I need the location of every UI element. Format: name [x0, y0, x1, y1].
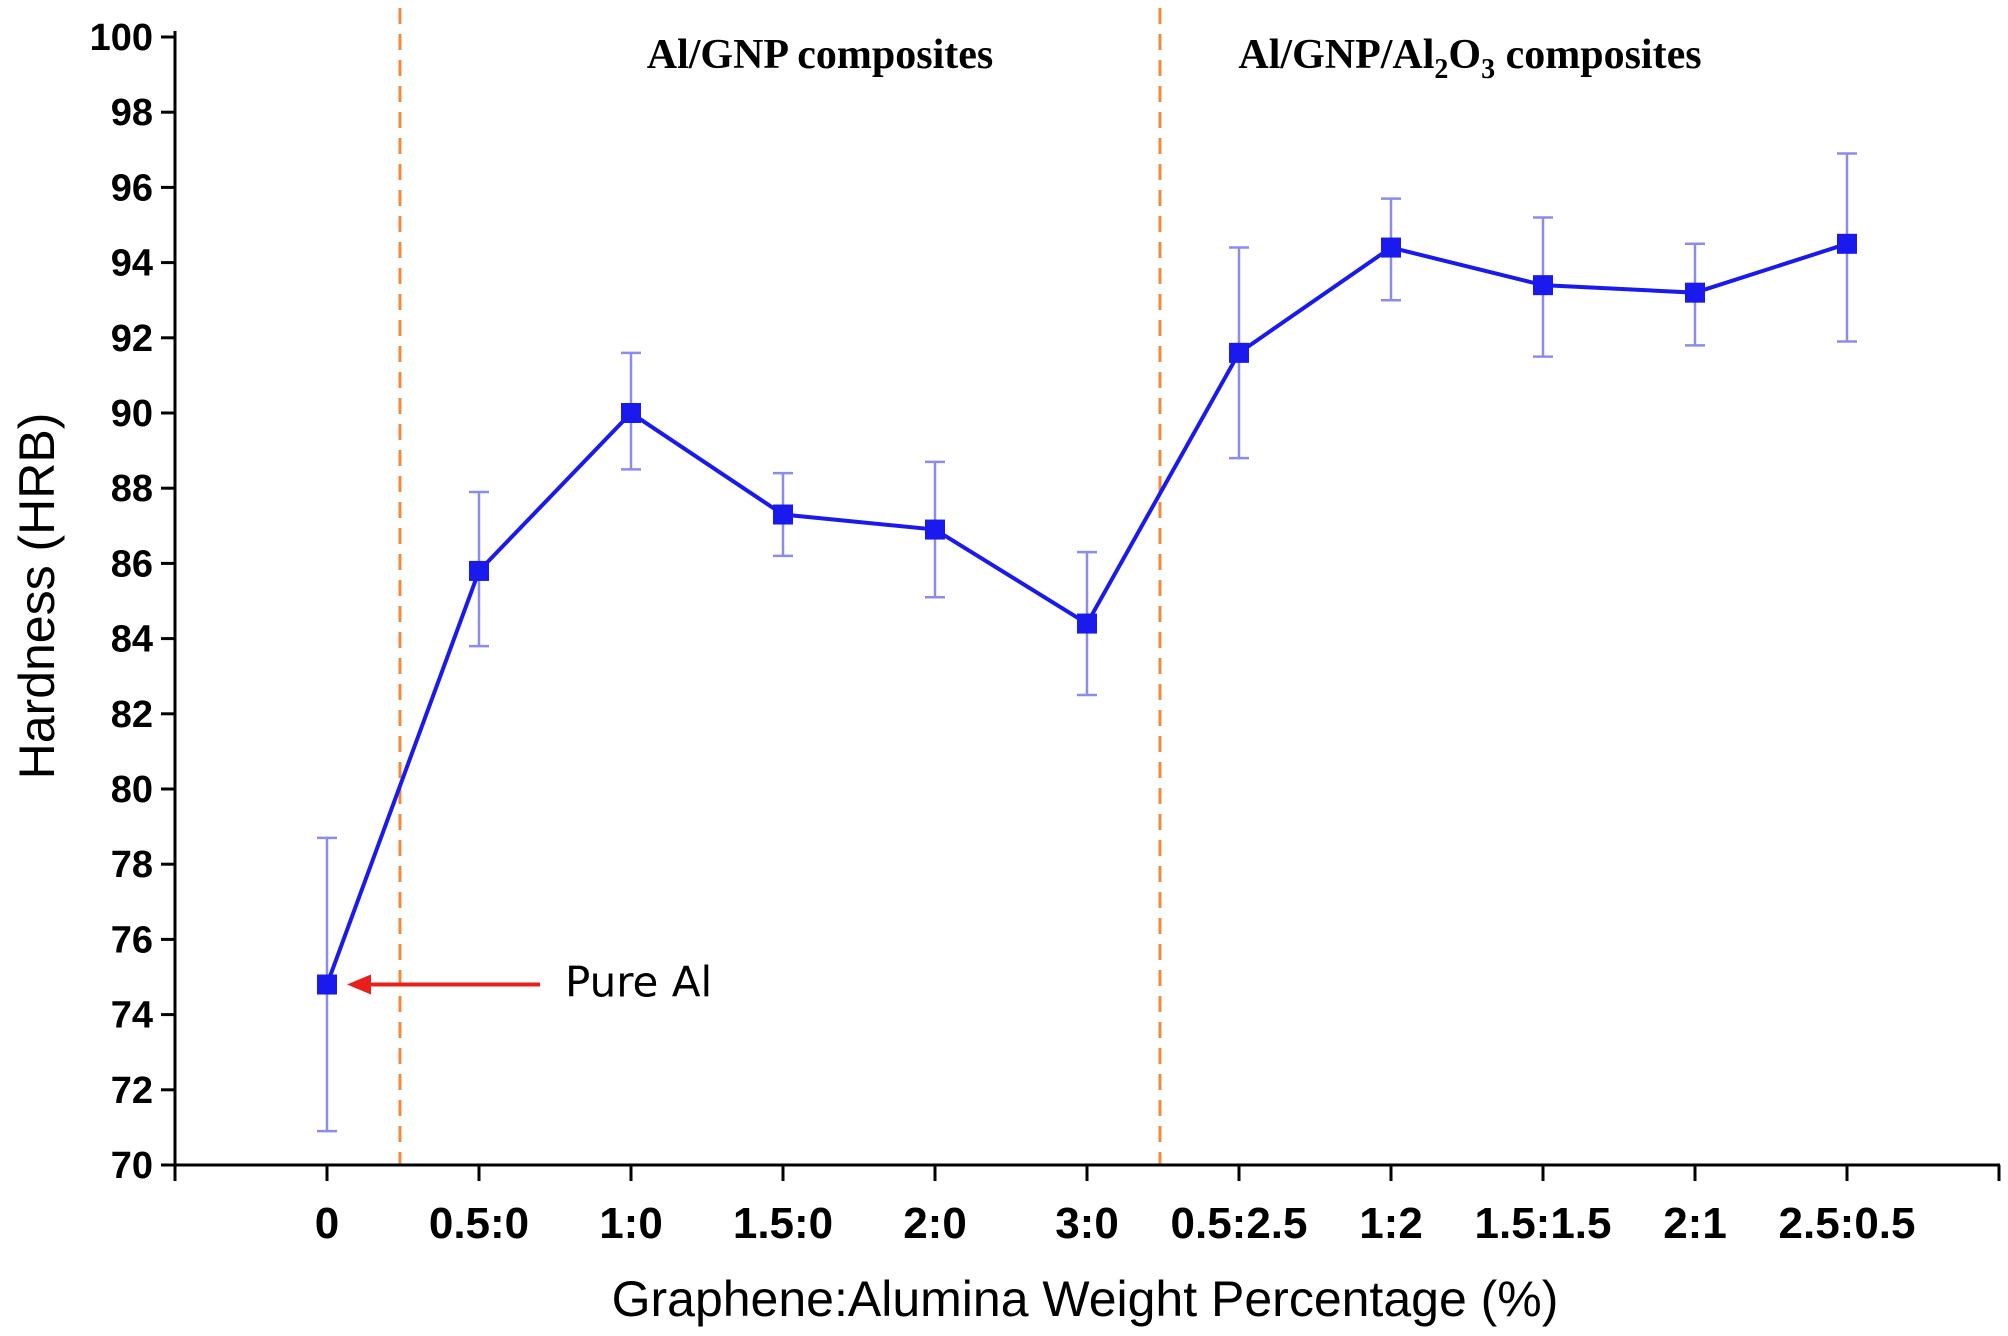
- data-point: [621, 403, 641, 423]
- region-dividers: [398, 8, 1162, 1165]
- x-axis-title: Graphene:Alumina Weight Percentage (%): [612, 1271, 1559, 1327]
- x-tick-label: 1:0: [599, 1199, 663, 1248]
- x-tick-label: 3:0: [1055, 1199, 1119, 1248]
- y-tick-label: 88: [111, 468, 153, 510]
- data-point: [1229, 342, 1249, 363]
- data-point: [469, 560, 489, 581]
- y-tick-label: 96: [111, 167, 153, 209]
- region-label-al-gnp-al2o3: Al/GNP/Al2O3 composites: [1238, 32, 1701, 85]
- x-tick-label: 2:0: [903, 1199, 967, 1248]
- y-tick-label: 94: [111, 243, 153, 285]
- y-tick-label: 90: [111, 393, 153, 435]
- y-tick-label: 80: [111, 769, 153, 811]
- y-tick-label: 92: [111, 318, 153, 360]
- pure-al-annotation: Pure Al: [347, 958, 712, 1007]
- data-point: [773, 504, 793, 525]
- pure-al-label: Pure Al: [565, 958, 712, 1007]
- x-tick-label: 1.5:0: [733, 1199, 833, 1248]
- region-label-part: 3: [1481, 54, 1495, 85]
- data-point: [1533, 275, 1553, 296]
- y-tick-label: 76: [111, 919, 153, 961]
- y-tick-label: 98: [111, 92, 153, 134]
- x-tick-label: 0.5:0: [429, 1199, 529, 1248]
- y-axis-ticks: 70 72 74 76 78 80 82 84 86 88 90 92 94 96 98 100: [90, 17, 175, 1187]
- y-tick-label: 86: [111, 543, 153, 585]
- x-tick-label: 2:1: [1663, 1199, 1727, 1248]
- error-bars: [317, 152, 1857, 1133]
- data-point: [1077, 613, 1097, 634]
- region-label-al-gnp: Al/GNP composites: [647, 32, 993, 78]
- data-point: [1381, 237, 1401, 258]
- data-point: [1837, 233, 1857, 254]
- data-point: [925, 519, 945, 540]
- x-tick-label: 0: [315, 1199, 339, 1248]
- data-point: [317, 974, 337, 995]
- x-axis-ticks: 0 0.5:0 1:0 1.5:0 2:0 3:0 0.5:2.5 1:2 1.5:1.5 2:1…: [173, 1165, 2001, 1248]
- y-tick-label: 100: [90, 17, 153, 59]
- x-tick-label: 1.5:1.5: [1475, 1199, 1612, 1248]
- x-tick-label: 1:2: [1359, 1199, 1423, 1248]
- y-tick-label: 84: [111, 619, 153, 661]
- y-tick-label: 78: [111, 844, 153, 886]
- y-axis-title: Hardness (HRB): [9, 413, 65, 780]
- x-tick-label: 2.5:0.5: [1779, 1199, 1916, 1248]
- region-label-part: O: [1448, 32, 1481, 78]
- region-label-part: Al/GNP/Al: [1238, 32, 1434, 78]
- pure-al-arrowhead: [347, 974, 371, 995]
- x-tick-label: 0.5:2.5: [1171, 1199, 1308, 1248]
- y-tick-label: 70: [111, 1145, 153, 1187]
- region-label-part: composites: [1495, 32, 1701, 78]
- y-tick-label: 74: [111, 995, 153, 1037]
- region-label-part: 2: [1434, 54, 1448, 85]
- y-tick-label: 82: [111, 694, 153, 736]
- hardness-series: [317, 233, 1857, 995]
- data-point: [1685, 282, 1705, 303]
- y-tick-label: 72: [111, 1070, 153, 1112]
